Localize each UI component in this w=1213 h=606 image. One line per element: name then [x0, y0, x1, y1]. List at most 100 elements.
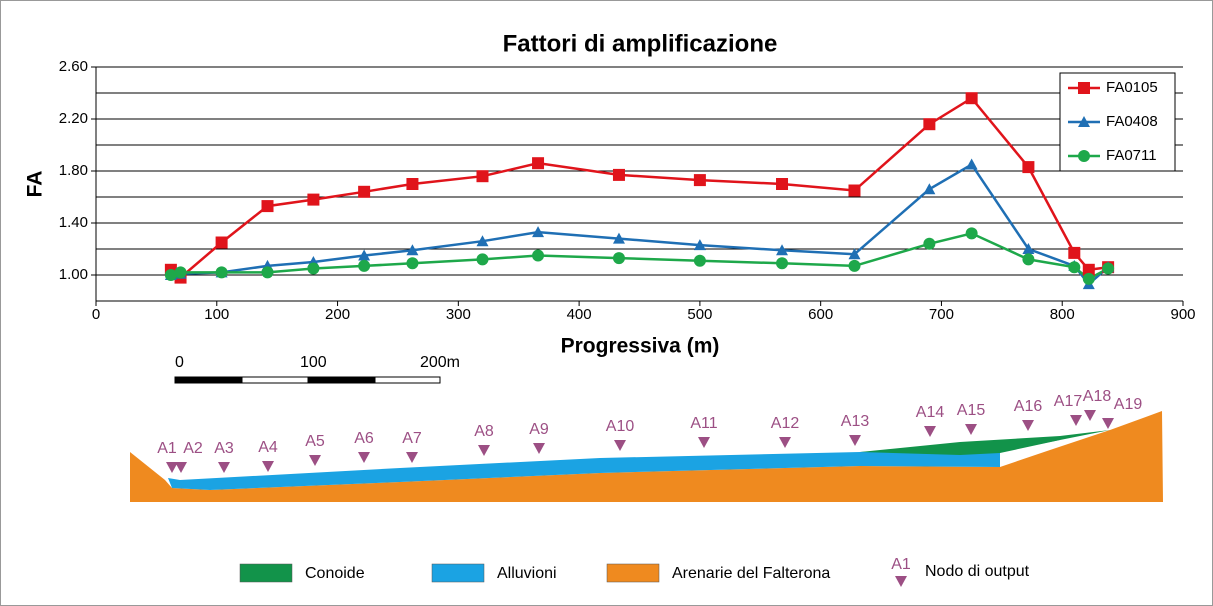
node-label: A7	[402, 430, 422, 447]
node-marker	[698, 437, 710, 448]
node-label: A13	[841, 413, 870, 430]
node-marker	[175, 462, 187, 473]
marker	[358, 185, 371, 198]
node-marker	[1022, 420, 1034, 431]
node-label: A4	[258, 439, 278, 456]
marker	[1068, 246, 1081, 259]
marker	[612, 252, 625, 265]
marker	[923, 237, 936, 250]
marker	[693, 239, 706, 251]
marker	[1022, 161, 1035, 174]
marker	[1022, 243, 1035, 254]
y-tick-label: 1.00	[59, 266, 88, 283]
node-marker	[533, 443, 545, 454]
node-label: A19	[1114, 396, 1143, 413]
legend-label: FA0408	[1106, 113, 1158, 130]
node-label: A14	[916, 404, 945, 421]
node-marker	[1084, 410, 1096, 421]
node-marker	[779, 437, 791, 448]
x-tick-label: 300	[446, 306, 471, 323]
y-tick-label: 2.20	[59, 110, 88, 127]
marker	[848, 184, 861, 197]
marker	[164, 269, 177, 281]
scale-bar	[374, 376, 441, 384]
marker	[215, 266, 228, 279]
node-label: A2	[183, 440, 203, 457]
marker	[965, 227, 978, 240]
chart-title: Fattori di amplificazione	[503, 30, 778, 57]
scale-label: 200m	[420, 354, 460, 371]
legend-symbol: A1	[891, 556, 911, 573]
layer-conoide	[860, 430, 1110, 455]
y-tick-label: 2.60	[59, 58, 88, 75]
node-label: A8	[474, 423, 494, 440]
legend-node-marker	[895, 576, 907, 587]
x-tick-label: 800	[1050, 306, 1075, 323]
marker	[406, 257, 419, 270]
legend-label: FA0711	[1106, 147, 1157, 164]
node-label: A18	[1083, 388, 1112, 405]
marker	[848, 248, 861, 260]
marker	[1068, 261, 1081, 274]
marker	[776, 178, 789, 190]
node-marker	[1070, 415, 1082, 426]
x-axis-label: Progressiva (m)	[561, 335, 720, 358]
node-label: A17	[1054, 393, 1083, 410]
marker	[307, 262, 320, 275]
node-label: A12	[771, 415, 800, 432]
node-marker	[309, 455, 321, 466]
node-label: A5	[305, 433, 325, 450]
marker	[532, 157, 545, 170]
y-axis-label: FA	[24, 171, 47, 198]
node-marker	[965, 424, 977, 435]
node-label: A9	[529, 421, 549, 438]
y-tick-label: 1.80	[59, 162, 88, 179]
marker	[1102, 262, 1115, 275]
marker	[776, 257, 789, 270]
marker	[358, 249, 371, 261]
marker	[476, 170, 489, 183]
node-marker	[1102, 418, 1114, 429]
node-label: A15	[957, 402, 986, 419]
scale-label: 100	[300, 354, 327, 371]
marker	[965, 158, 978, 170]
node-marker	[406, 452, 418, 463]
node-label: A11	[690, 415, 717, 432]
marker	[406, 244, 419, 256]
marker	[261, 200, 274, 213]
marker	[174, 266, 187, 279]
node-marker	[166, 462, 178, 473]
marker	[923, 118, 936, 131]
x-tick-label: 500	[687, 306, 712, 323]
marker	[1078, 150, 1090, 162]
x-tick-label: 200	[325, 306, 350, 323]
legend-swatch	[239, 563, 293, 583]
node-marker	[358, 452, 370, 463]
node-marker	[478, 445, 490, 456]
legend-swatch	[431, 563, 485, 583]
marker	[406, 178, 419, 190]
x-tick-label: 900	[1170, 306, 1195, 323]
marker	[358, 259, 371, 272]
marker	[1078, 116, 1090, 127]
marker	[261, 266, 274, 279]
legend-label: Conoide	[305, 565, 365, 582]
x-tick-label: 100	[204, 306, 229, 323]
marker	[923, 183, 936, 195]
legend-label: FA0105	[1106, 79, 1158, 96]
marker	[1022, 253, 1035, 266]
scale-bar	[174, 376, 243, 384]
node-marker	[614, 440, 626, 451]
marker	[1082, 263, 1095, 276]
scale-bar	[307, 376, 376, 384]
y-tick-label: 1.40	[59, 214, 88, 231]
node-label: A3	[214, 440, 234, 457]
node-label: A16	[1014, 398, 1043, 415]
node-label: A6	[354, 430, 374, 447]
marker	[532, 226, 545, 238]
legend-label: Arenarie del Falterona	[672, 565, 830, 582]
legend-swatch	[606, 563, 660, 583]
layer-alluvioni	[168, 440, 1060, 490]
layer-arenarie	[130, 411, 1163, 502]
